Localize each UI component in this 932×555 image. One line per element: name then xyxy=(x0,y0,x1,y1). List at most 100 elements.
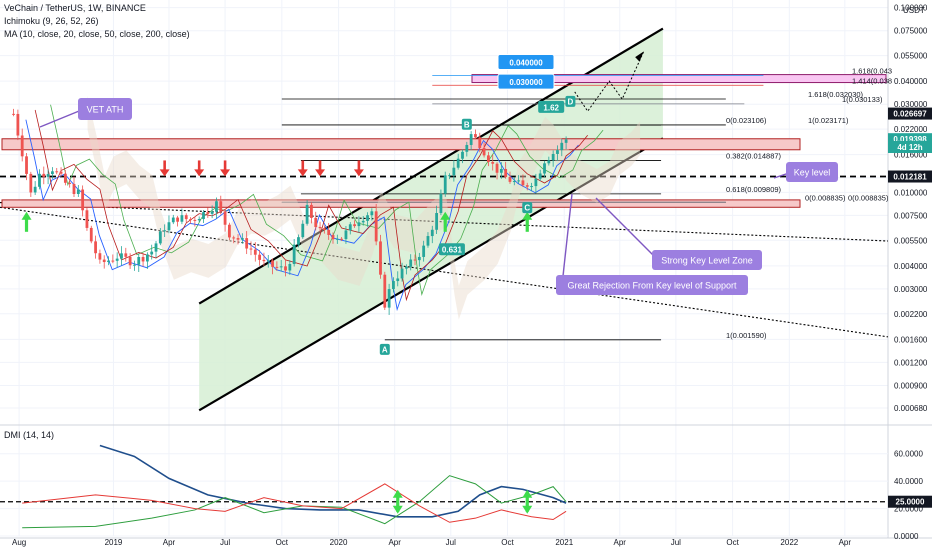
candle-body xyxy=(29,173,33,193)
candle-body xyxy=(478,137,482,148)
dmi-y-tick-label: 60.0000 xyxy=(894,450,923,459)
dmi-y-tick-label: 0.0000 xyxy=(894,532,919,541)
green-arrow-shaft xyxy=(443,217,447,232)
price-axis-tag-label: 4d 12h xyxy=(897,143,922,152)
candle-body xyxy=(379,241,382,275)
price-axis-tag xyxy=(888,170,932,183)
y-tick-label: 0.007500 xyxy=(894,211,928,220)
candle-body xyxy=(102,259,106,263)
candle-body xyxy=(98,253,102,260)
dmi-arrow-shaft xyxy=(525,491,529,512)
candle-body xyxy=(534,178,538,187)
candle-body xyxy=(487,155,490,162)
green-arrow-head xyxy=(522,211,533,220)
red-arrow-head xyxy=(194,169,205,177)
candle-body xyxy=(422,245,426,257)
fib-level-label: 0.618(0.009809) xyxy=(726,185,782,194)
target-price-tag xyxy=(497,53,555,70)
y-tick-label: 0.002200 xyxy=(894,310,928,319)
dmi-arrow-down-head xyxy=(392,505,403,514)
candle-body xyxy=(120,253,123,259)
candle-body xyxy=(348,224,352,231)
candle-body xyxy=(16,113,20,136)
candle-body xyxy=(353,224,356,227)
ichimoku-cloud xyxy=(87,95,641,320)
callout-note xyxy=(786,162,838,182)
x-tick-label: 2022 xyxy=(780,538,798,547)
x-tick-label: 2020 xyxy=(330,538,348,547)
candle-body xyxy=(469,134,473,145)
candle-body xyxy=(530,186,533,188)
ma-line xyxy=(25,119,579,312)
y-tick-label: 0.030000 xyxy=(894,100,928,109)
candle-body xyxy=(543,163,546,174)
candle-body xyxy=(435,213,438,230)
candle-body xyxy=(72,183,76,194)
candle-body xyxy=(59,171,63,174)
x-tick-label: Aug xyxy=(12,538,26,547)
long-descending-trendline xyxy=(0,206,889,338)
dmi-reference-label: 25.0000 xyxy=(896,498,925,507)
x-tick-label: Apr xyxy=(163,538,176,547)
y-tick-label: 0.040000 xyxy=(894,77,928,86)
x-tick-label: 2021 xyxy=(555,538,573,547)
candle-body xyxy=(266,260,270,262)
candle-body xyxy=(55,171,59,173)
fib-level-label: 0(0.008835) xyxy=(848,193,889,202)
dmi-series-line xyxy=(22,483,567,523)
callout-note xyxy=(652,250,762,270)
candle-body xyxy=(443,175,447,194)
y-tick-label: 0.016000 xyxy=(894,151,928,160)
dmi-reference-tag xyxy=(888,495,932,508)
ichimoku-legend[interactable]: Ichimoku (9, 26, 52, 26) xyxy=(4,16,99,26)
dmi-y-tick-label: 20.0000 xyxy=(894,505,923,514)
candle-body xyxy=(236,238,240,240)
x-tick-label: Jul xyxy=(446,538,456,547)
candle-body xyxy=(228,224,231,238)
wave-point-label: D xyxy=(568,97,574,106)
candle-body xyxy=(404,266,408,269)
candle-body xyxy=(504,168,508,178)
green-arrow-head xyxy=(440,211,451,220)
x-tick-label: Jul xyxy=(220,538,230,547)
fib-ratio-label: 0.631 xyxy=(442,246,463,255)
ichimoku-lagging-line xyxy=(50,104,604,297)
y-tick-label: 0.055000 xyxy=(894,52,928,61)
fib-level-label: 1(0.023171) xyxy=(808,116,849,125)
candle-body xyxy=(128,256,132,266)
candle-body xyxy=(197,219,201,221)
candle-body xyxy=(85,210,89,228)
candle-body xyxy=(396,278,400,282)
price-axis-tag xyxy=(888,107,932,120)
candle-body xyxy=(51,171,54,175)
red-arrow-head xyxy=(220,169,231,177)
candle-body xyxy=(482,147,486,156)
y-tick-label: 0.004000 xyxy=(894,262,928,271)
x-tick-label: Oct xyxy=(501,538,514,547)
price-axis-tag-label: 0.026697 xyxy=(893,110,927,119)
ma-legend[interactable]: MA (10, close, 20, close, 50, close, 200… xyxy=(4,29,190,39)
candle-body xyxy=(46,174,50,177)
candle-body xyxy=(547,160,551,164)
x-tick-label: Apr xyxy=(614,538,627,547)
y-tick-label: 0.100000 xyxy=(894,4,928,13)
candle-body xyxy=(288,264,292,271)
candle-body xyxy=(512,181,516,183)
projection-arrowhead xyxy=(635,51,644,62)
candle-body xyxy=(184,215,188,220)
wave-point-marker xyxy=(522,202,533,214)
candle-body xyxy=(374,211,378,242)
rising-channel-fill xyxy=(199,28,663,411)
candle-body xyxy=(322,228,326,230)
dmi-legend[interactable]: DMI (14, 14) xyxy=(4,430,55,440)
candle-body xyxy=(538,173,542,179)
candle-body xyxy=(305,204,309,224)
dmi-arrow-shaft xyxy=(396,491,400,512)
callout-note-text: Strong Key Level Zone xyxy=(661,256,753,266)
candle-body xyxy=(517,180,521,182)
callout-note-text: Great Rejection From Key level of Suppor… xyxy=(567,281,737,291)
candle-body xyxy=(314,217,318,228)
candle-body xyxy=(12,113,15,115)
chart-symbol-title[interactable]: VeChain / TetherUS, 1W, BINANCE xyxy=(4,3,146,13)
candle-body xyxy=(508,177,512,182)
